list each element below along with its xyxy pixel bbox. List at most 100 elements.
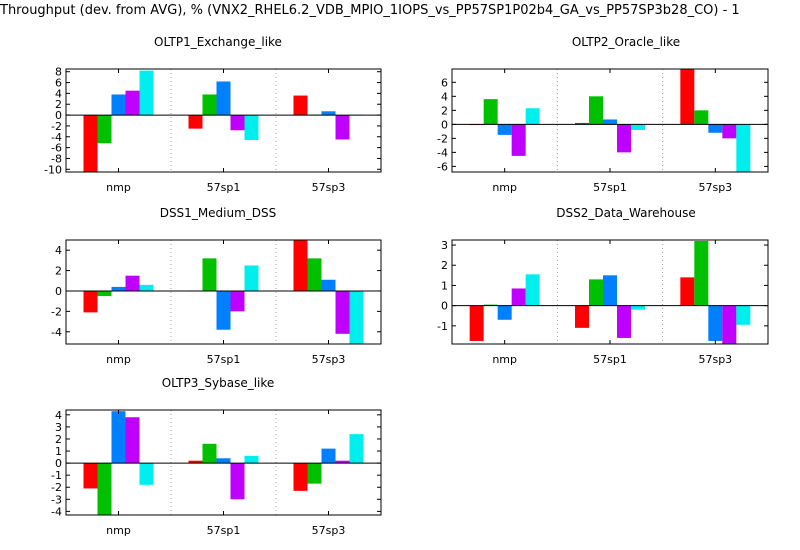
bar-s1-nmp — [469, 305, 484, 341]
bar-s3-57sp3 — [708, 305, 723, 341]
bar-s2-57sp3 — [307, 258, 322, 291]
bar-s5-nmp — [139, 70, 154, 116]
bar-s5-nmp — [139, 284, 154, 291]
bar-s3-nmp — [497, 124, 512, 135]
x-tick-label: 57sp1 — [593, 181, 627, 194]
bar-s5-57sp1 — [631, 305, 645, 310]
bar-s5-57sp1 — [244, 265, 259, 291]
x-tick-label: 57sp1 — [207, 181, 241, 194]
bar-s2-nmp — [97, 115, 112, 144]
x-tick-label: nmp — [106, 181, 131, 194]
y-tick-label: 0 — [55, 457, 62, 470]
bar-s3-nmp — [111, 286, 126, 291]
bar-s2-57sp1 — [202, 258, 217, 291]
y-tick-label: -2 — [51, 305, 62, 318]
y-tick-label: -4 — [51, 131, 62, 144]
bar-s3-57sp1 — [216, 290, 231, 330]
y-tick-label: -4 — [437, 146, 448, 159]
bar-s3-57sp1 — [216, 81, 231, 116]
bar-s2-nmp — [483, 99, 498, 125]
bar-s2-nmp — [97, 290, 112, 297]
y-tick-label: 4 — [55, 409, 62, 422]
bar-s3-57sp3 — [708, 124, 723, 133]
x-tick-label: nmp — [106, 524, 131, 537]
bar-s2-57sp1 — [589, 96, 603, 125]
plot-frame — [451, 239, 769, 345]
bar-s3-nmp — [111, 94, 126, 116]
y-tick-label: 0 — [55, 109, 62, 122]
bar-s3-57sp1 — [216, 458, 231, 464]
y-tick-label: 2 — [441, 259, 448, 272]
y-tick-label: 2 — [441, 104, 448, 117]
y-tick-label: 2 — [55, 265, 62, 278]
bar-s1-57sp1 — [575, 122, 589, 125]
y-tick-label: 6 — [55, 77, 62, 90]
x-tick-label: 57sp3 — [698, 181, 732, 194]
y-tick-label: -8 — [51, 152, 62, 165]
bar-s1-57sp3 — [680, 277, 695, 306]
bar-s5-57sp3 — [349, 290, 364, 344]
bar-s3-57sp3 — [321, 448, 336, 464]
bar-s3-57sp3 — [321, 279, 336, 291]
bar-s4-57sp3 — [722, 124, 737, 139]
x-tick-label: nmp — [492, 353, 517, 366]
y-tick-label: 2 — [55, 433, 62, 446]
bar-s4-nmp — [125, 90, 140, 116]
x-tick-label: 57sp1 — [207, 524, 241, 537]
x-tick-label: nmp — [492, 181, 517, 194]
plot-frame — [451, 68, 769, 173]
bar-s2-57sp3 — [694, 110, 709, 125]
bar-s2-nmp — [97, 463, 112, 515]
bar-s1-57sp1 — [575, 305, 589, 328]
x-tick-label: 57sp1 — [593, 353, 627, 366]
bar-s3-nmp — [497, 305, 512, 320]
bar-s4-nmp — [511, 288, 526, 306]
bar-s4-57sp3 — [722, 305, 737, 344]
bar-s4-57sp3 — [335, 290, 350, 334]
bar-s4-57sp1 — [617, 124, 631, 153]
chart-title: OLTP3_Sybase_like — [162, 376, 275, 390]
bar-s3-57sp1 — [603, 275, 617, 306]
bar-s5-nmp — [139, 463, 154, 485]
bar-s1-nmp — [83, 290, 98, 313]
bar-s3-57sp1 — [603, 119, 617, 125]
y-tick-label: 3 — [55, 421, 62, 434]
bar-s2-57sp3 — [307, 463, 322, 484]
bar-s1-57sp3 — [293, 463, 308, 491]
y-tick-label: 4 — [55, 244, 62, 257]
bar-s2-57sp3 — [694, 241, 709, 306]
chart-title: DSS2_Data_Warehouse — [556, 206, 695, 220]
y-tick-label: -2 — [437, 132, 448, 145]
y-tick-label: -10 — [44, 163, 62, 176]
bar-s5-57sp1 — [244, 455, 259, 464]
y-tick-label: 3 — [441, 239, 448, 252]
plot-frame — [65, 68, 382, 173]
bar-s1-57sp3 — [293, 95, 308, 116]
y-tick-label: 2 — [55, 98, 62, 111]
y-tick-label: -3 — [51, 493, 62, 506]
x-tick-label: 57sp3 — [312, 524, 346, 537]
bar-s1-nmp — [83, 463, 98, 489]
chart-title: OLTP2_Oracle_like — [572, 35, 680, 49]
bar-s4-57sp3 — [335, 115, 350, 140]
bar-s4-57sp1 — [230, 115, 245, 131]
x-tick-label: 57sp3 — [312, 181, 346, 194]
y-tick-label: 0 — [441, 300, 448, 313]
bar-s4-nmp — [125, 417, 140, 464]
bar-s3-57sp3 — [321, 111, 336, 116]
y-tick-label: 0 — [55, 285, 62, 298]
chart-title: DSS1_Medium_DSS — [160, 206, 277, 220]
bar-s5-57sp1 — [631, 124, 645, 130]
y-tick-label: 0 — [441, 118, 448, 131]
bar-s1-57sp3 — [293, 240, 308, 291]
bar-s4-nmp — [125, 275, 140, 291]
bar-s1-57sp1 — [188, 460, 203, 464]
x-tick-label: 57sp3 — [698, 353, 732, 366]
x-tick-label: 57sp3 — [312, 353, 346, 366]
y-tick-label: -6 — [437, 160, 448, 173]
bar-s4-57sp3 — [335, 460, 350, 464]
